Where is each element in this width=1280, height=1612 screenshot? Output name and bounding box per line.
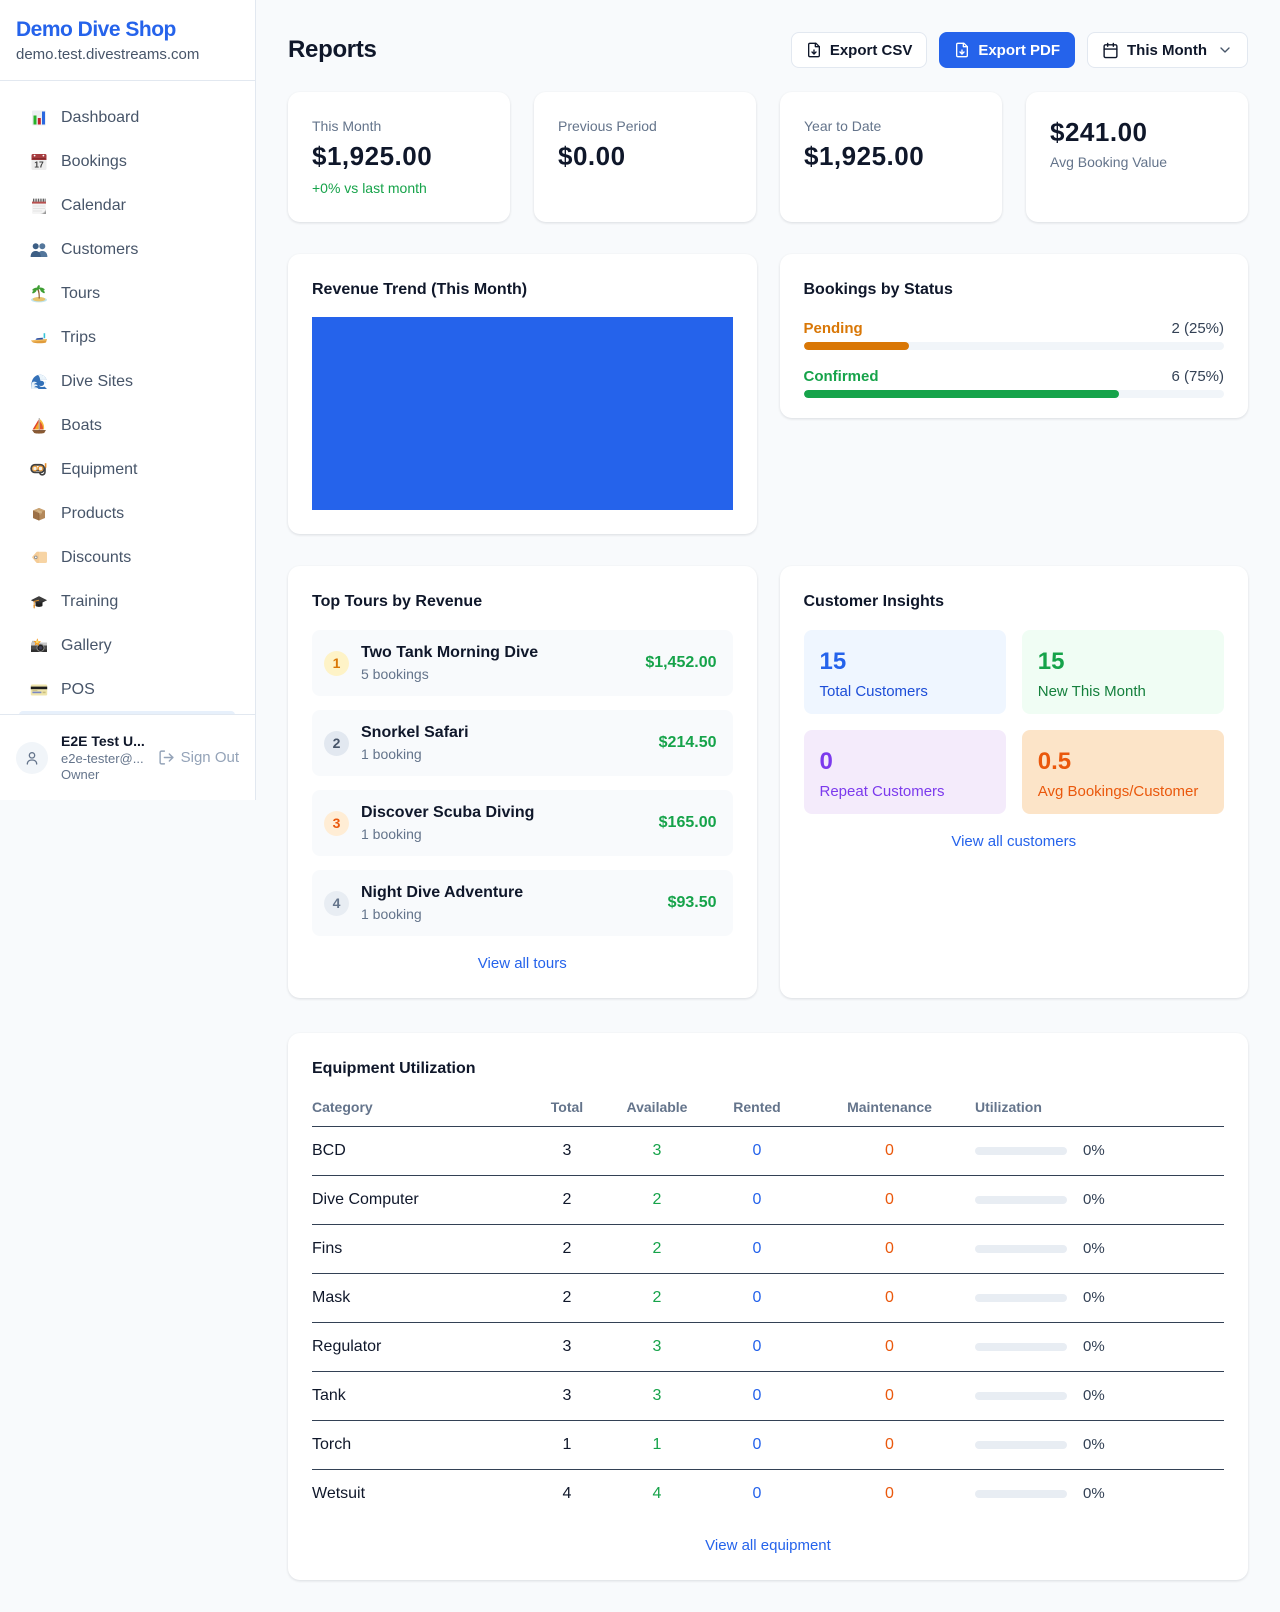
svg-text:17: 17	[34, 160, 44, 170]
